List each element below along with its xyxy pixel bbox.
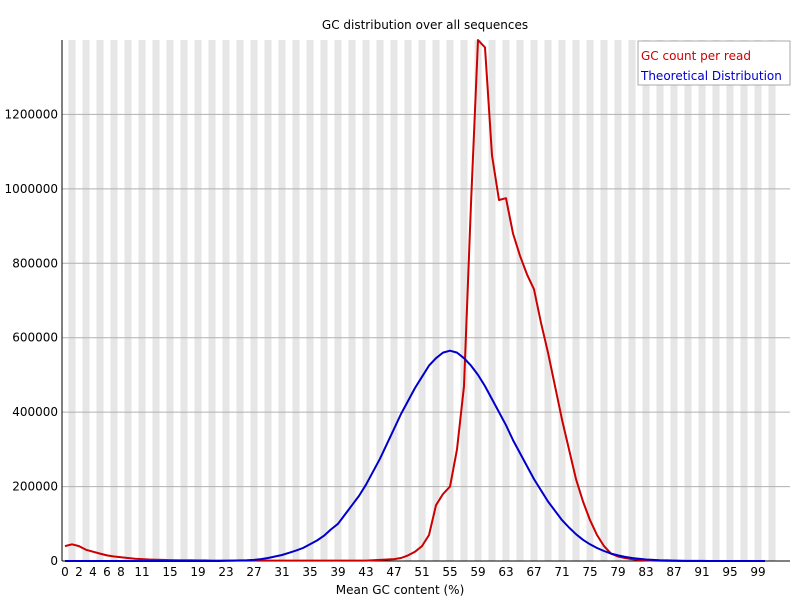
grid-band [544,40,552,561]
grid-band [502,40,510,561]
grid-band [572,40,580,561]
grid-band [530,40,538,561]
grid-band [278,40,286,561]
x-tick-label: 51 [414,565,429,579]
grid-band [362,40,370,561]
grid-band [670,40,678,561]
grid-band [82,40,90,561]
grid-band [642,40,650,561]
grid-band [460,40,468,561]
x-tick-label: 83 [638,565,653,579]
x-tick-label: 71 [554,565,569,579]
x-tick-label: 0 [61,565,69,579]
grid-band [390,40,398,561]
grid-band [152,40,160,561]
grid-band [404,40,412,561]
grid-band [698,40,706,561]
grid-band [306,40,314,561]
legend-item-gc-count: GC count per read [641,49,751,63]
x-axis-label: Mean GC content (%) [336,583,465,597]
grid-band [194,40,202,561]
grid-band [236,40,244,561]
x-tick-label: 11 [134,565,149,579]
grid-band [138,40,146,561]
x-tick-label: 55 [442,565,457,579]
grid-band [684,40,692,561]
x-tick-label: 6 [103,565,111,579]
grid-band [208,40,216,561]
x-tick-label: 39 [330,565,345,579]
grid-band [656,40,664,561]
x-tick-label: 43 [358,565,373,579]
x-tick-label: 4 [89,565,97,579]
grid-band [446,40,454,561]
chart-title: GC distribution over all sequences [322,18,528,32]
x-tick-label: 63 [498,565,513,579]
grid-band [600,40,608,561]
grid-band [124,40,132,561]
y-tick-label: 0 [50,554,58,568]
x-tick-label: 59 [470,565,485,579]
grid-band [614,40,622,561]
grid-band [222,40,230,561]
grid-band [740,40,748,561]
y-tick-label: 400000 [12,405,58,419]
y-tick-labels: 0 200000 400000 600000 800000 1000000 1200000 [5,107,58,568]
grid-band [292,40,300,561]
x-tick-label: 31 [274,565,289,579]
legend-item-theoretical: Theoretical Distribution [640,69,782,83]
grid-band [754,40,762,561]
x-tick-label: 87 [666,565,681,579]
y-tick-label: 200000 [12,480,58,494]
grid-band [264,40,272,561]
grid-band [516,40,524,561]
grid-band [418,40,426,561]
y-tick-label: 800000 [12,256,58,270]
x-tick-label: 15 [162,565,177,579]
grid-band [334,40,342,561]
grid-band [68,40,76,561]
legend-box [637,40,791,86]
series-line-1 [65,349,765,562]
grid-band [628,40,636,561]
x-tick-label: 99 [750,565,765,579]
legend: GC count per read Theoretical Distributi… [637,40,791,86]
grid-band [586,40,594,561]
grid-band [348,40,356,561]
y-tick-label: 1200000 [5,107,58,121]
x-tick-label: 75 [582,565,597,579]
grid-band [474,40,482,561]
grid-band [110,40,118,561]
gridlines [62,113,790,488]
series-layer [64,39,765,562]
x-tick-label: 67 [526,565,541,579]
grid-band [488,40,496,561]
x-tick-label: 23 [218,565,233,579]
x-tick-label: 47 [386,565,401,579]
x-tick-label: 8 [117,565,125,579]
x-tick-label: 35 [302,565,317,579]
x-tick-labels: 0 2 4 6 8 11 15 19 23 27 31 35 39 43 47 51 55 59 63 67 71 75 7… [61,565,765,579]
grid-band [180,40,188,561]
x-tick-label: 91 [694,565,709,579]
grid-band [376,40,384,561]
grid-band [768,40,776,561]
x-tick-label: 95 [722,565,737,579]
grid-band [166,40,174,561]
plot-bands [68,40,776,561]
grid-band [712,40,720,561]
x-tick-label: 19 [190,565,205,579]
grid-band [320,40,328,561]
x-tick-label: 27 [246,565,261,579]
grid-band [96,40,104,561]
grid-band [250,40,258,561]
x-tick-label: 2 [75,565,83,579]
grid-band [432,40,440,561]
x-tick-label: 79 [610,565,625,579]
grid-band [558,40,566,561]
grid-band [726,40,734,561]
y-tick-label: 600000 [12,331,58,345]
y-tick-label: 1000000 [5,182,58,196]
